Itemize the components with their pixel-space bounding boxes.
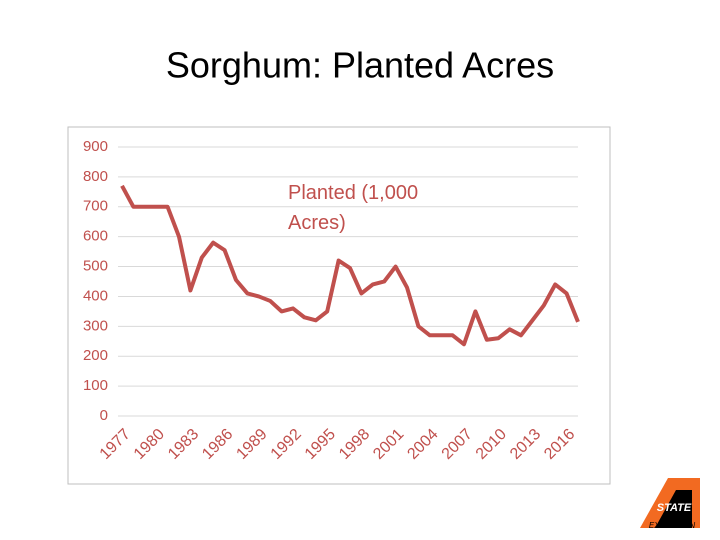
logo-text: EXTENSION bbox=[649, 521, 695, 530]
y-tick-label: 600 bbox=[83, 228, 108, 245]
y-tick-label: 0 bbox=[100, 407, 108, 424]
y-tick-label: 200 bbox=[83, 347, 108, 364]
y-tick-label: 100 bbox=[83, 377, 108, 394]
chart-frame bbox=[67, 126, 611, 485]
x-tick-label: 1989 bbox=[233, 426, 270, 463]
x-tick-label: 1980 bbox=[131, 426, 168, 463]
x-tick-label: 2007 bbox=[439, 426, 476, 463]
y-tick-label: 300 bbox=[83, 317, 108, 334]
x-tick-label: 1986 bbox=[199, 426, 236, 463]
series-line bbox=[120, 184, 580, 347]
legend-entry: Planted (1,000 Acres) bbox=[288, 182, 419, 234]
x-tick-label: 2016 bbox=[541, 426, 578, 463]
x-tick-label: 1995 bbox=[302, 426, 339, 463]
x-tick-label: 2013 bbox=[507, 426, 544, 463]
y-tick-label: 500 bbox=[83, 258, 108, 275]
x-tick-label: 1977 bbox=[97, 426, 134, 463]
x-tick-label: 1983 bbox=[165, 426, 202, 463]
y-tick-label: 700 bbox=[83, 198, 108, 215]
logo-text: STATE bbox=[657, 502, 692, 514]
y-tick-label: 800 bbox=[83, 168, 108, 185]
logo-inner bbox=[655, 490, 692, 528]
x-tick-label: 1992 bbox=[268, 426, 305, 463]
logo: STATE EXTENSION bbox=[640, 478, 700, 530]
chart-title: Sorghum: Planted Acres bbox=[166, 45, 554, 86]
x-tick-label: 2001 bbox=[370, 426, 407, 463]
x-tick-label: 2010 bbox=[473, 426, 510, 463]
x-tick-label: 1998 bbox=[336, 426, 373, 463]
x-tick-label: 2004 bbox=[404, 426, 441, 463]
y-tick-label: 900 bbox=[83, 138, 108, 155]
y-tick-label: 400 bbox=[83, 287, 108, 304]
